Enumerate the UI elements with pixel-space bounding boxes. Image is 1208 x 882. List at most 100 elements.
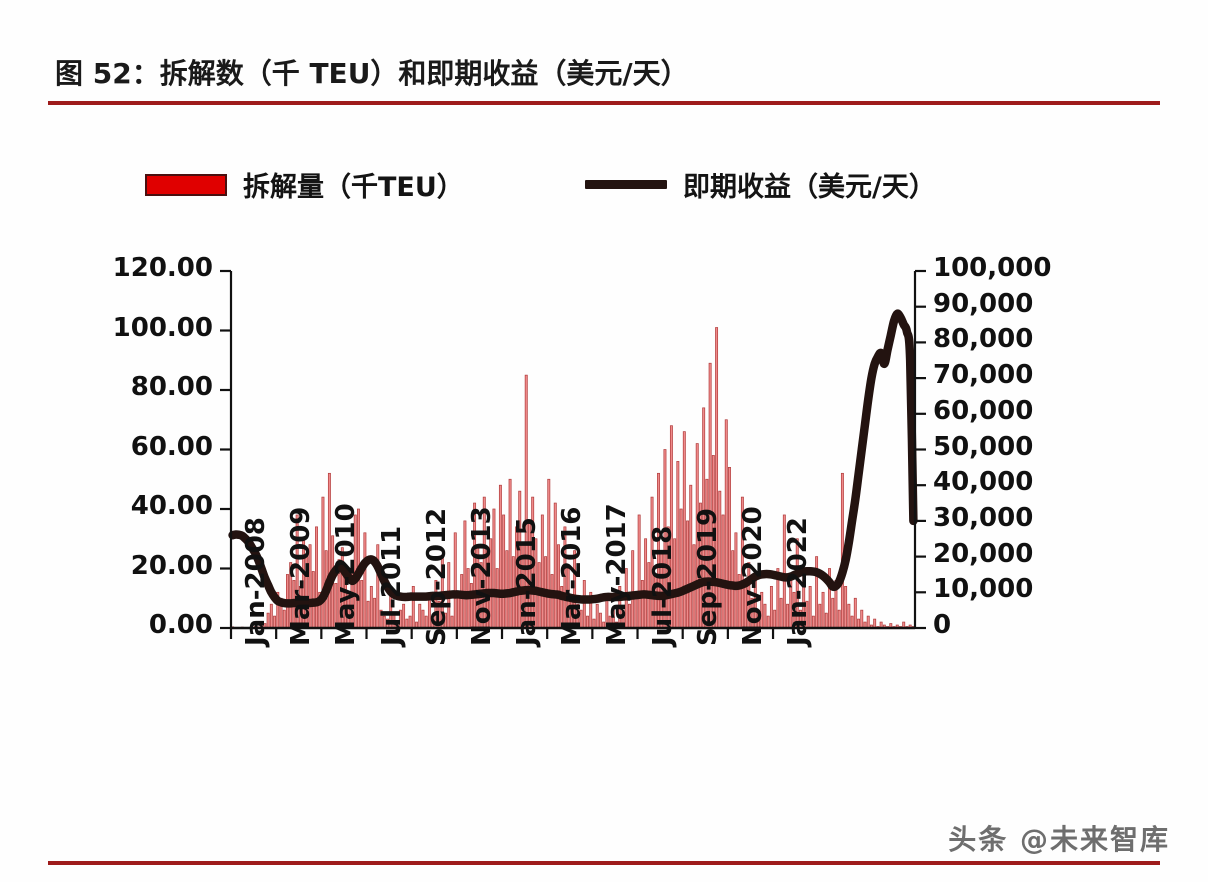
bar <box>728 467 731 629</box>
bar <box>734 532 738 629</box>
bar <box>282 609 286 629</box>
figure-title: 图 52：拆解数（千 TEU）和即期收益（美元/天） <box>55 57 689 90</box>
bar <box>876 626 880 629</box>
right-axis-tick-label: 90,000 <box>933 288 1034 319</box>
bar <box>408 615 412 629</box>
legend-swatch-line-icon <box>585 180 667 189</box>
bar <box>592 618 596 629</box>
legend-item-spot-rate: 即期收益（美元/天） <box>585 165 936 204</box>
bar <box>853 597 857 629</box>
bar <box>637 514 641 629</box>
chart-legend: 拆解量（千TEU） 即期收益（美元/天） <box>145 165 1065 213</box>
bar <box>886 626 890 629</box>
x-axis-tick-label: Jan-2022 <box>783 517 814 646</box>
right-axis-tick-label: 20,000 <box>933 538 1034 569</box>
bar <box>411 585 415 629</box>
x-axis-tick-label: Jul-2011 <box>376 525 407 646</box>
x-axis-tick-label: Sep-2019 <box>692 507 723 646</box>
watermark-text: 头条 @未来智库 <box>948 823 1170 856</box>
bar <box>366 600 370 629</box>
bar <box>815 556 819 629</box>
bar <box>460 574 464 629</box>
bar <box>679 508 683 629</box>
bar <box>505 550 509 629</box>
bar <box>373 597 377 629</box>
bar <box>850 615 854 629</box>
bar <box>895 624 899 629</box>
bar <box>321 496 325 629</box>
bar <box>463 520 467 629</box>
x-axis-tick-label: Jan-2015 <box>512 517 543 646</box>
left-axis-tick-label: 60.00 <box>130 431 213 462</box>
x-axis-tick-label: May-2017 <box>602 503 633 646</box>
bar <box>828 568 831 629</box>
bar <box>889 623 893 629</box>
bar <box>689 484 693 629</box>
right-axis-tick-label: 10,000 <box>933 574 1034 605</box>
right-axis-tick-label: 100,000 <box>933 253 1052 283</box>
bar <box>457 591 460 629</box>
bar <box>724 419 728 629</box>
bar <box>324 550 328 629</box>
bar <box>821 591 825 629</box>
left-axis-tick-label: 40.00 <box>130 491 213 521</box>
bar <box>866 615 870 629</box>
left-axis-tick-label: 100.00 <box>112 312 213 343</box>
x-axis-tick-label: Mar-2016 <box>557 506 588 646</box>
right-axis-tick-label: 40,000 <box>933 467 1034 498</box>
bar <box>502 514 506 629</box>
bar <box>418 603 422 629</box>
left-axis-tick-label: 120.00 <box>112 253 213 283</box>
x-axis-tick-label: Nov-2020 <box>737 506 768 646</box>
bar <box>550 574 554 629</box>
bar <box>837 609 841 629</box>
left-axis-tick-label: 0.00 <box>148 610 213 640</box>
right-axis-tick-label: 50,000 <box>933 431 1034 462</box>
bar <box>840 472 844 629</box>
x-axis-tick-label: Nov-2013 <box>466 506 497 646</box>
bar <box>779 597 783 629</box>
bar <box>873 618 877 629</box>
legend-item-scrapping: 拆解量（千TEU） <box>145 165 464 204</box>
bar <box>847 603 851 629</box>
legend-swatch-bar-icon <box>145 173 227 196</box>
bar <box>231 626 235 629</box>
bar <box>769 585 773 629</box>
legend-label-scrapping: 拆解量（千TEU） <box>243 172 464 203</box>
bar <box>731 550 735 629</box>
right-axis-tick-label: 80,000 <box>933 324 1034 355</box>
bar <box>279 597 283 629</box>
right-axis-tick-label: 30,000 <box>933 502 1034 533</box>
x-axis-tick-label: Mar-2009 <box>286 506 317 646</box>
bar <box>595 603 599 629</box>
left-axis-tick-label: 80.00 <box>130 372 213 402</box>
bar <box>547 478 551 629</box>
bar <box>818 603 822 629</box>
bar <box>415 621 418 629</box>
bar <box>831 597 835 629</box>
bar <box>860 609 864 629</box>
right-axis-tick-label: 60,000 <box>933 395 1034 426</box>
bar <box>899 626 902 629</box>
bar <box>857 618 860 629</box>
bar <box>453 532 457 629</box>
right-axis-tick-label: 70,000 <box>933 360 1034 391</box>
left-axis-tick-label: 20.00 <box>130 550 213 581</box>
bar <box>544 556 548 629</box>
bar <box>686 520 689 629</box>
bar <box>644 538 648 629</box>
bar <box>634 591 638 629</box>
bar <box>682 431 686 629</box>
x-axis-tick-label: Jan-2008 <box>241 517 271 646</box>
bar <box>508 478 512 629</box>
bar <box>776 568 780 629</box>
x-axis-tick-label: Jul-2018 <box>647 525 678 646</box>
x-axis-tick-label: May-2010 <box>331 503 362 646</box>
bar <box>369 585 373 629</box>
bar <box>273 615 277 629</box>
bar <box>905 626 909 629</box>
footer-divider-bottom <box>48 861 1160 865</box>
bar <box>773 609 777 629</box>
bar <box>498 484 502 629</box>
